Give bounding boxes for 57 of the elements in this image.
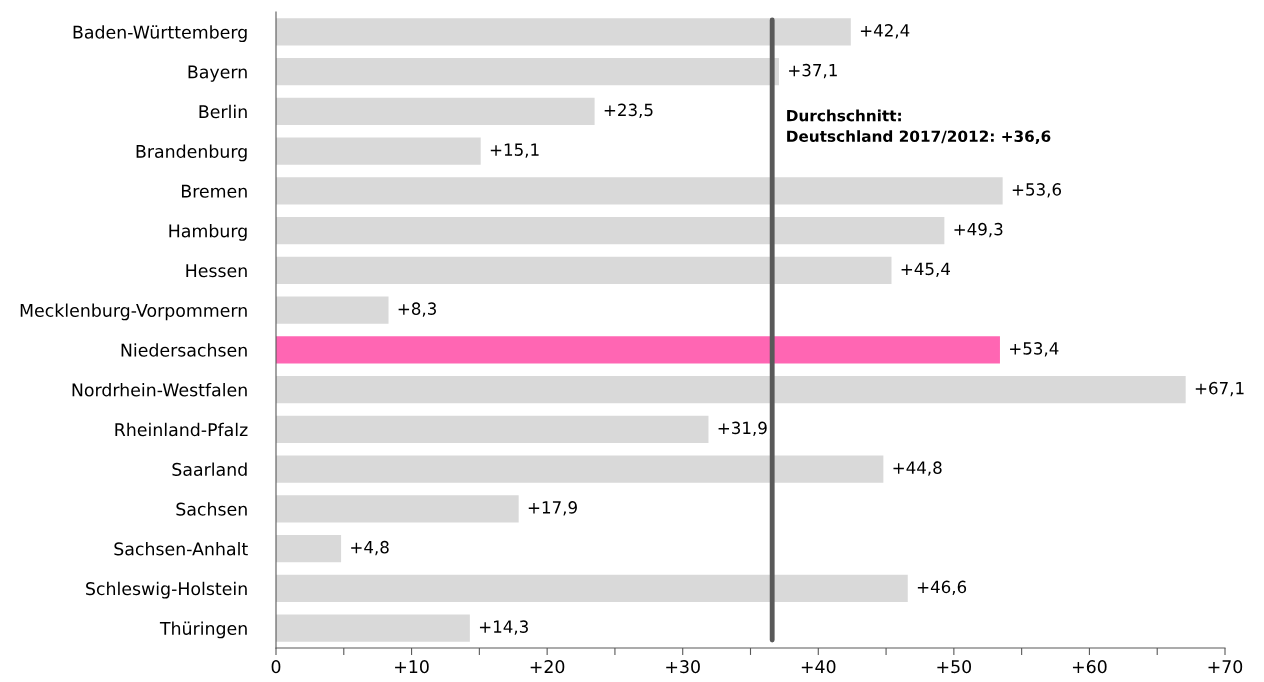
bar [276, 217, 945, 245]
x-tick-label: +40 [801, 660, 836, 674]
data-label: +31,9 [718, 421, 767, 436]
y-tick-label: Rheinland-Pfalz [115, 422, 248, 437]
x-tick-label: +50 [937, 660, 972, 674]
y-tick-label: Sachsen-Anhalt [114, 542, 248, 556]
bar [276, 18, 851, 46]
y-tick-label: Nordrhein-Westfalen [72, 383, 247, 397]
bar [276, 58, 779, 86]
data-label: +8,3 [398, 302, 436, 317]
bar [276, 495, 519, 523]
y-tick-label: Baden-Württemberg [73, 25, 247, 43]
y-tick-label: Niedersachsen [121, 343, 247, 357]
data-label: +45,4 [901, 262, 950, 277]
bar [276, 256, 892, 284]
data-label: +53,4 [1010, 342, 1059, 357]
y-tick-label: Brandenburg [136, 144, 247, 162]
data-label: +14,3 [479, 620, 528, 635]
y-tick-label: Schleswig-Holstein [86, 581, 247, 599]
y-tick-label: Saarland [172, 462, 247, 476]
y-tick-label: Hamburg [169, 224, 247, 241]
y-tick-label: Mecklenburg-Vorpommern [20, 303, 247, 321]
bar [276, 535, 342, 563]
data-label: +46,6 [917, 580, 967, 595]
bar [276, 415, 709, 443]
data-label: +49,3 [954, 222, 1003, 238]
x-tick-label: +30 [666, 660, 700, 674]
y-tick-label: Berlin [199, 104, 247, 119]
bar [276, 614, 470, 642]
data-label: +44,8 [893, 461, 942, 476]
data-label: +4,8 [351, 540, 389, 556]
y-tick-label: Bayern [188, 65, 247, 82]
data-label: +42,4 [860, 24, 910, 39]
x-tick-label: +10 [395, 660, 429, 674]
y-tick-label: Hessen [186, 264, 247, 278]
bar [276, 97, 595, 125]
bar [276, 137, 481, 165]
y-tick-label: Sachsen [176, 502, 247, 516]
bar [276, 336, 1000, 364]
data-label: +23,5 [604, 103, 653, 118]
bar [276, 296, 389, 324]
x-tick-label: +70 [1208, 660, 1243, 674]
data-label: +53,6 [1012, 183, 1062, 198]
data-label: +37,1 [789, 63, 837, 79]
x-tick-label: 0 [271, 660, 281, 674]
y-tick-label: Bremen [181, 184, 247, 198]
bar [276, 455, 884, 483]
bar [276, 376, 1186, 404]
data-label: +15,1 [490, 143, 539, 158]
data-label: +67,1 [1195, 381, 1244, 397]
bar [276, 574, 908, 602]
ref-line-label: Durchschnitt: Deutschland 2017/2012: +36,6 [787, 109, 1051, 144]
bar [276, 177, 1003, 205]
data-label: +17,9 [528, 501, 577, 516]
x-tick-label: +20 [530, 660, 565, 674]
y-tick-label: Thüringen [159, 621, 247, 639]
x-tick-label: +60 [1072, 660, 1107, 674]
